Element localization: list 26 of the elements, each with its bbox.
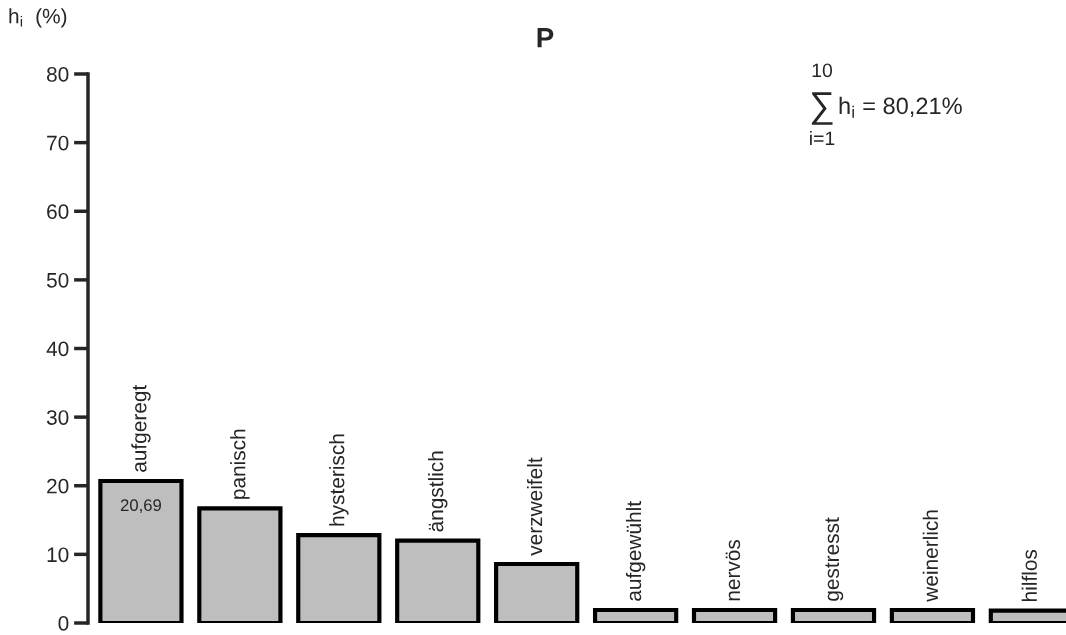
x-tick-label: hilflos [1021,549,1037,601]
annotation: h$_{i}$ = 80,21% [839,96,962,118]
annotation: i=1 [810,130,835,146]
y-tick-label: 70 [47,135,69,151]
y-tick-label: 10 [47,547,69,563]
y-tick-label: 80 [46,67,69,82]
y-tick-label: 50 [46,272,69,288]
x-tick-label: weinerlich [922,510,939,602]
y-tick-label: 30 [46,410,69,425]
y-tick-label: 0 [58,616,69,631]
y-axis-title: h$_{i}$ (%) [9,8,67,28]
annotation: 10 [812,63,833,78]
x-tick-label: aufgeregt [131,384,151,472]
y-tick-label: 20 [47,478,69,494]
x-tick-label: nervös [725,539,741,601]
x-tick-label: gestresst [825,517,844,601]
x-tick-label: verzweifelt [526,457,543,556]
y-tick-label: 60 [47,204,69,219]
x-tick-label: panisch [230,429,250,499]
x-tick-label: hysterisch [329,434,349,526]
annotation: ∑ [811,92,833,125]
chart-title: P [537,28,554,48]
data-label: 20,69 [120,499,161,514]
x-tick-label: aufgewühlt [625,501,646,601]
x-tick-label: ängstlich [428,451,448,532]
y-tick-label: 40 [46,341,69,357]
